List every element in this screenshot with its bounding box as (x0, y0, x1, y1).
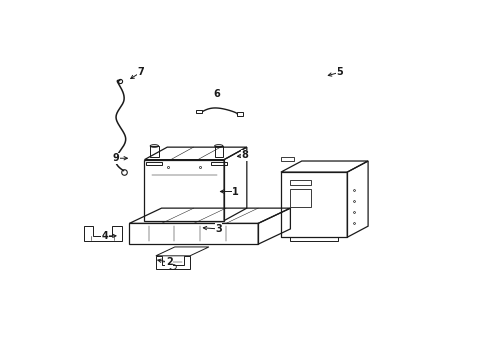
Text: 1: 1 (232, 186, 238, 197)
Text: 6: 6 (213, 90, 220, 99)
Text: 7: 7 (137, 67, 144, 77)
Text: 8: 8 (241, 150, 248, 161)
Text: 5: 5 (336, 67, 343, 77)
Text: 2: 2 (165, 257, 172, 267)
Text: 4: 4 (101, 231, 108, 241)
Text: 9: 9 (112, 153, 119, 163)
Text: 3: 3 (215, 224, 222, 234)
